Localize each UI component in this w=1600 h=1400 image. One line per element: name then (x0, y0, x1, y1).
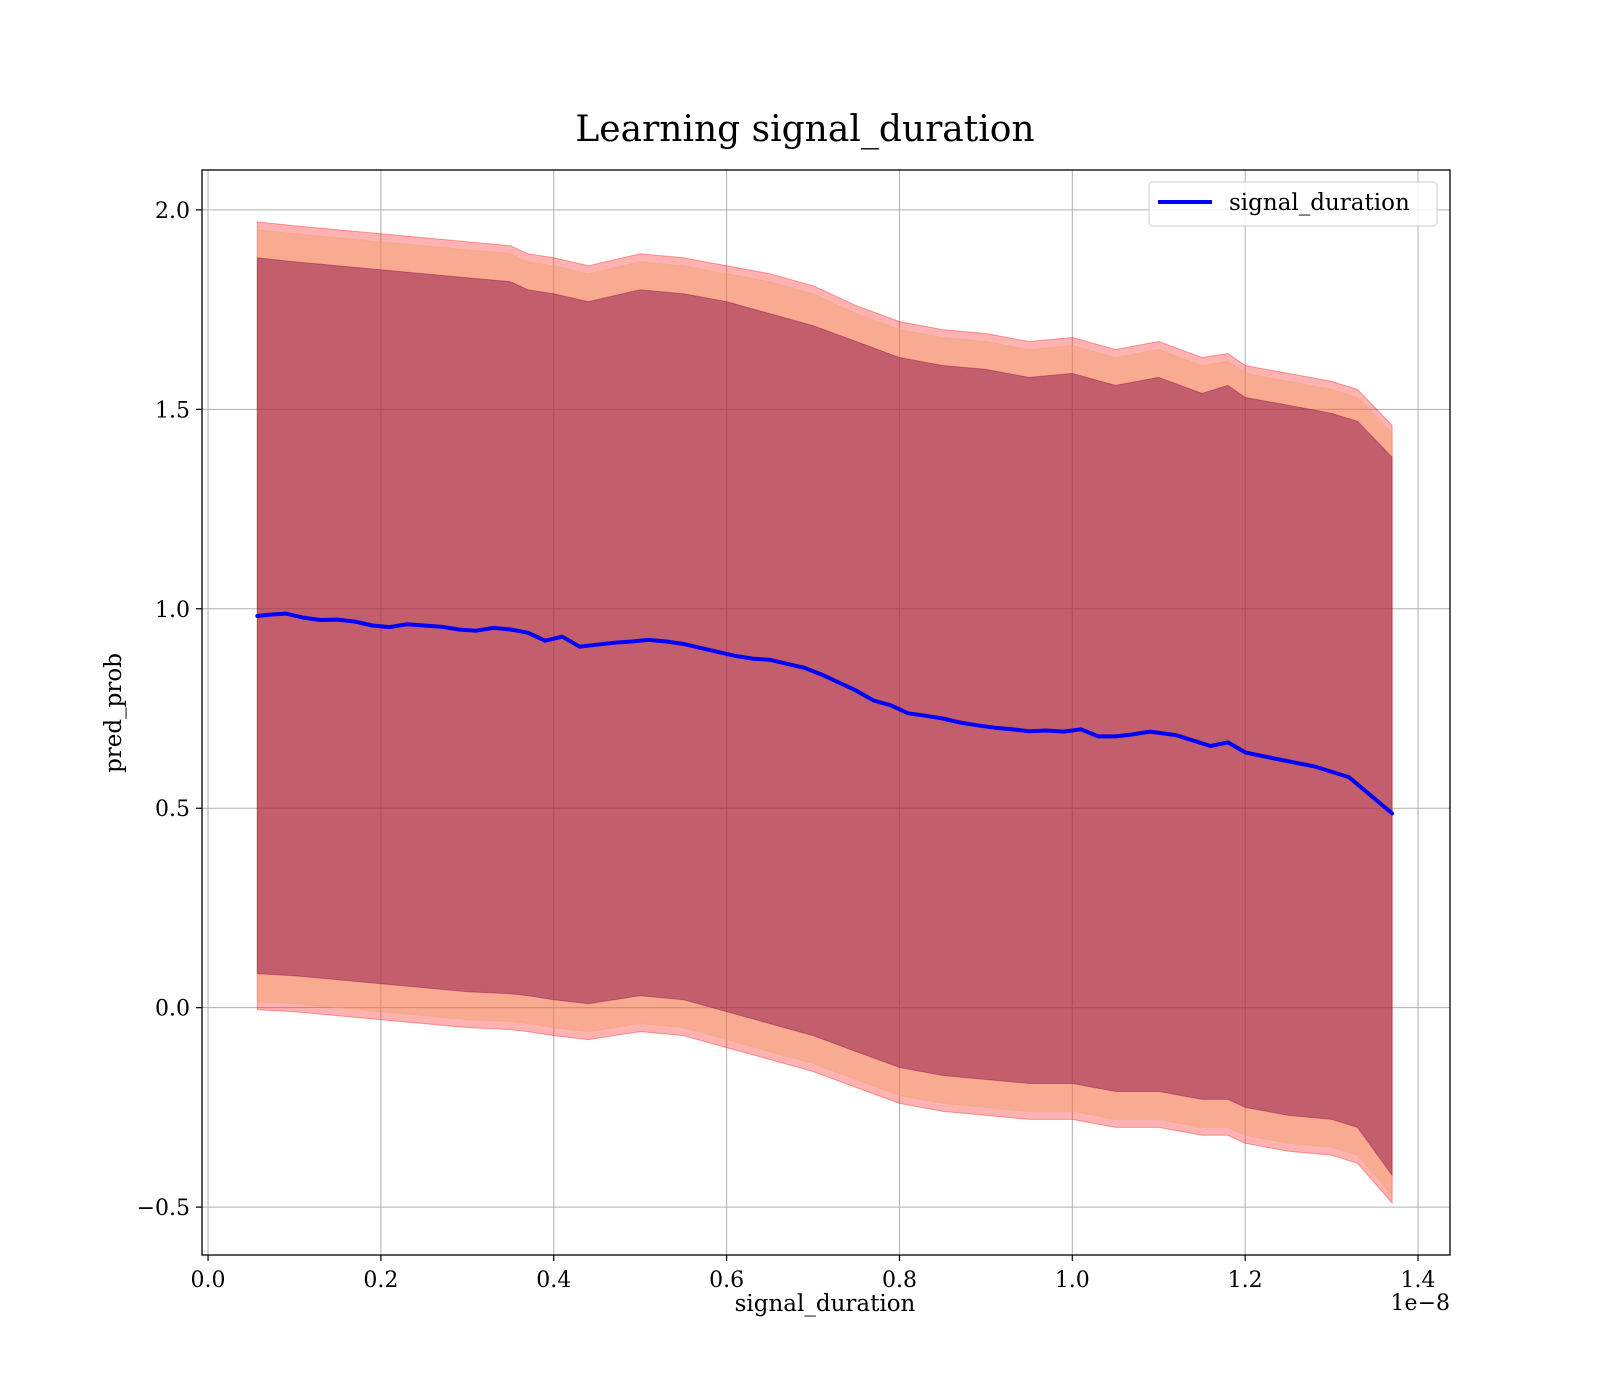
plot-frame (201, 169, 1451, 1256)
confidence-bands (256, 221, 1393, 1205)
band-outer (256, 221, 1393, 1205)
series-line-signal-duration (255, 611, 1395, 816)
x-axis-offset-label: 1e−8 (1391, 1291, 1450, 1316)
x-tick-label: 0.6 (709, 1268, 744, 1293)
series (255, 611, 1395, 816)
x-tick-label: 1.0 (1055, 1268, 1090, 1293)
band-inner (256, 257, 1393, 1177)
x-tick-label: 1.2 (1228, 1268, 1263, 1293)
x-tick-label: 1.4 (1401, 1268, 1436, 1293)
axis-ticks: 0.0 0.2 0.4 0.6 0.8 1.0 1.2 1.4 −0.5 0.0 0.5 1.0 1.5… (137, 199, 1436, 1293)
band-middle (256, 229, 1393, 1197)
y-tick-label: −0.5 (137, 1196, 190, 1221)
y-axis-label: pred_prob (101, 653, 127, 773)
y-tick-label: 0.0 (155, 997, 190, 1022)
y-tick-label: 2.0 (155, 199, 190, 224)
y-tick-label: 0.5 (155, 797, 190, 822)
x-tick-label: 0.2 (363, 1268, 398, 1293)
legend-label-signal-duration: signal_duration (1229, 190, 1410, 216)
grid (202, 170, 1450, 1255)
legend: signal_duration (1148, 181, 1438, 227)
x-axis-label: signal_duration (735, 1291, 916, 1317)
y-tick-label: 1.0 (155, 598, 190, 623)
chart-title: Learning signal_duration (575, 109, 1034, 150)
x-tick-label: 0.0 (191, 1268, 226, 1293)
y-tick-label: 1.5 (155, 398, 190, 423)
x-tick-label: 0.8 (882, 1268, 917, 1293)
legend-box (1148, 181, 1438, 227)
x-tick-label: 0.4 (536, 1268, 571, 1293)
